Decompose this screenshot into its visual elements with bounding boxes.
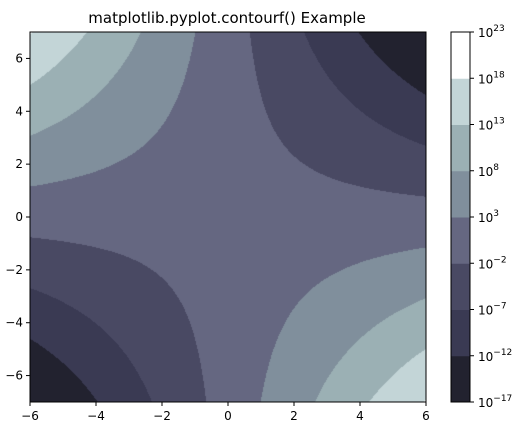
x-tick-label: −6	[21, 409, 39, 423]
y-tick-label: 6	[15, 51, 23, 65]
y-tick-label: −6	[5, 369, 23, 383]
colorbar-tick-label: 10−7	[478, 302, 507, 318]
colorbar-band	[451, 124, 470, 172]
y-tick-label: 2	[15, 157, 23, 171]
x-tick-label: 4	[356, 409, 364, 423]
x-tick-label: −4	[87, 409, 105, 423]
colorbar-band	[451, 217, 470, 264]
y-axis: −6 −4 −2 0 2 4 6	[5, 51, 30, 383]
colorbar-tick-label: 1013	[478, 117, 505, 133]
colorbar-tick-label: 10−17	[478, 394, 512, 410]
y-tick-label: −2	[5, 263, 23, 277]
x-tick-label: 2	[290, 409, 298, 423]
colorbar-tick-label: 1018	[478, 70, 505, 86]
x-tick-label: −2	[153, 409, 171, 423]
colorbar-tick-label: 108	[478, 163, 499, 179]
colorbar-band	[451, 263, 470, 310]
contour-fill	[30, 32, 426, 402]
colorbar-band	[451, 309, 470, 357]
x-tick-label: 0	[224, 409, 232, 423]
colorbar-tick-label: 10−2	[478, 255, 507, 271]
colorbar-tick-label: 1023	[478, 24, 505, 40]
x-axis: −6 −4 −2 0 2 4 6	[21, 402, 430, 423]
colorbar-tick-label: 103	[478, 209, 499, 225]
colorbar-band	[451, 170, 470, 218]
chart-title: matplotlib.pyplot.contourf() Example	[88, 9, 365, 27]
y-tick-label: 4	[15, 104, 23, 118]
y-tick-label: −4	[5, 316, 23, 330]
colorbar-band	[451, 32, 470, 79]
x-tick-label: 6	[422, 409, 430, 423]
colorbar-band	[451, 78, 470, 125]
colorbar-band	[451, 355, 470, 403]
plot-area	[29, 31, 427, 403]
y-tick-label: 0	[15, 210, 23, 224]
colorbar-tick-label: 10−12	[478, 348, 512, 364]
colorbar: 10−17 10−12 10−7 10−2 103 108 1013 1018 1023	[450, 24, 512, 410]
